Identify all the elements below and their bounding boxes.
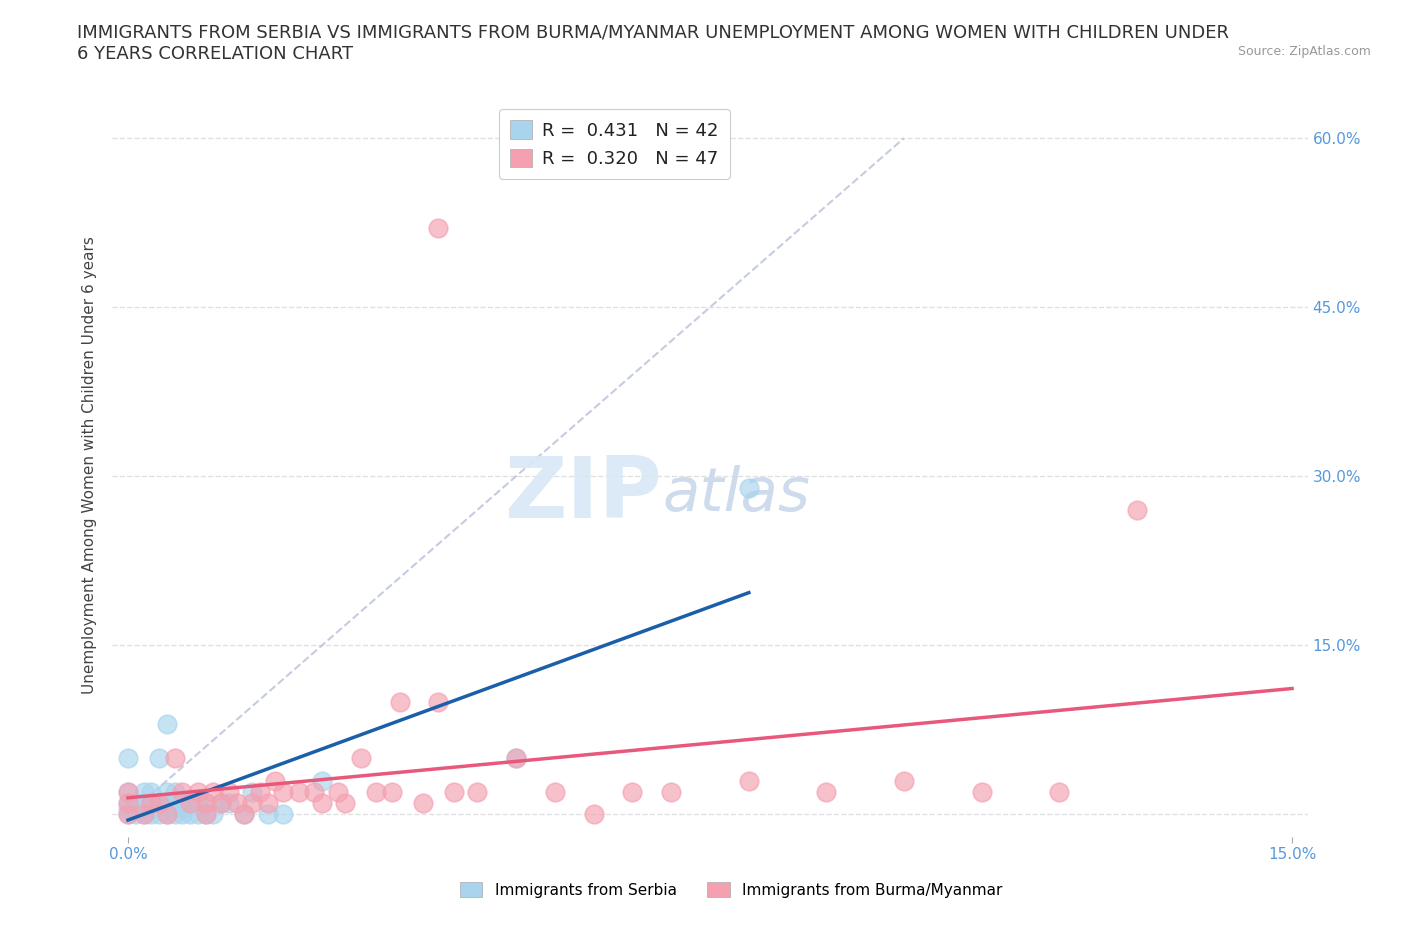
Point bbox=[582, 807, 605, 822]
Point bbox=[350, 751, 373, 765]
Legend: Immigrants from Serbia, Immigrants from Burma/Myanmar: Immigrants from Serbia, Immigrants from … bbox=[453, 875, 1010, 904]
Point bbox=[163, 796, 186, 811]
Point bbox=[194, 796, 217, 811]
Point bbox=[163, 785, 186, 800]
Point bbox=[1126, 502, 1149, 517]
Point bbox=[163, 807, 186, 822]
Point bbox=[187, 807, 209, 822]
Text: Source: ZipAtlas.com: Source: ZipAtlas.com bbox=[1237, 45, 1371, 58]
Point bbox=[156, 807, 179, 822]
Point bbox=[179, 796, 201, 811]
Point bbox=[233, 807, 256, 822]
Point bbox=[156, 785, 179, 800]
Point bbox=[218, 796, 240, 811]
Point bbox=[427, 220, 450, 235]
Text: ZIP: ZIP bbox=[505, 453, 662, 537]
Point bbox=[381, 785, 404, 800]
Point bbox=[465, 785, 488, 800]
Point bbox=[156, 807, 179, 822]
Point bbox=[621, 785, 644, 800]
Point bbox=[141, 802, 163, 817]
Point bbox=[225, 796, 247, 811]
Point bbox=[815, 785, 838, 800]
Point bbox=[412, 796, 434, 811]
Point bbox=[117, 807, 139, 822]
Point bbox=[218, 785, 240, 800]
Point bbox=[311, 773, 333, 788]
Point bbox=[970, 785, 993, 800]
Point bbox=[659, 785, 682, 800]
Point bbox=[271, 785, 294, 800]
Point bbox=[233, 807, 256, 822]
Point bbox=[172, 802, 194, 817]
Point bbox=[172, 807, 194, 822]
Point bbox=[172, 796, 194, 811]
Point bbox=[287, 785, 309, 800]
Point bbox=[148, 807, 170, 822]
Point bbox=[893, 773, 915, 788]
Point bbox=[311, 796, 333, 811]
Point bbox=[172, 785, 194, 800]
Point bbox=[163, 751, 186, 765]
Point bbox=[505, 751, 527, 765]
Point bbox=[264, 773, 287, 788]
Point bbox=[366, 785, 388, 800]
Text: atlas: atlas bbox=[662, 465, 810, 525]
Point bbox=[125, 807, 148, 822]
Point bbox=[544, 785, 567, 800]
Point bbox=[141, 807, 163, 822]
Point bbox=[209, 796, 232, 811]
Point bbox=[240, 785, 263, 800]
Point bbox=[194, 807, 217, 822]
Point bbox=[202, 807, 225, 822]
Point bbox=[194, 796, 217, 811]
Point bbox=[304, 785, 326, 800]
Point bbox=[148, 751, 170, 765]
Point bbox=[117, 785, 139, 800]
Point bbox=[132, 785, 155, 800]
Point bbox=[179, 796, 201, 811]
Point bbox=[125, 796, 148, 811]
Text: IMMIGRANTS FROM SERBIA VS IMMIGRANTS FROM BURMA/MYANMAR UNEMPLOYMENT AMONG WOMEN: IMMIGRANTS FROM SERBIA VS IMMIGRANTS FRO… bbox=[77, 23, 1229, 41]
Point bbox=[141, 796, 163, 811]
Point bbox=[443, 785, 465, 800]
Point bbox=[271, 807, 294, 822]
Point bbox=[187, 796, 209, 811]
Point bbox=[117, 785, 139, 800]
Y-axis label: Unemployment Among Women with Children Under 6 years: Unemployment Among Women with Children U… bbox=[82, 236, 97, 694]
Point bbox=[256, 807, 278, 822]
Point bbox=[117, 751, 139, 765]
Point bbox=[209, 796, 232, 811]
Point bbox=[202, 785, 225, 800]
Point bbox=[326, 785, 349, 800]
Point bbox=[148, 796, 170, 811]
Point bbox=[156, 717, 179, 732]
Point bbox=[117, 796, 139, 811]
Point bbox=[156, 796, 179, 811]
Point bbox=[132, 807, 155, 822]
Point bbox=[187, 785, 209, 800]
Point bbox=[117, 807, 139, 822]
Point bbox=[249, 785, 271, 800]
Point bbox=[335, 796, 357, 811]
Point bbox=[256, 796, 278, 811]
Point bbox=[240, 796, 263, 811]
Point bbox=[148, 796, 170, 811]
Point bbox=[117, 796, 139, 811]
Legend: R =  0.431   N = 42, R =  0.320   N = 47: R = 0.431 N = 42, R = 0.320 N = 47 bbox=[499, 110, 730, 179]
Point bbox=[141, 785, 163, 800]
Point bbox=[1047, 785, 1070, 800]
Point bbox=[738, 480, 761, 495]
Point bbox=[505, 751, 527, 765]
Point bbox=[132, 807, 155, 822]
Point bbox=[427, 695, 450, 710]
Point bbox=[738, 773, 761, 788]
Point bbox=[388, 695, 411, 710]
Point bbox=[132, 796, 155, 811]
Point bbox=[179, 807, 201, 822]
Point bbox=[117, 802, 139, 817]
Text: 6 YEARS CORRELATION CHART: 6 YEARS CORRELATION CHART bbox=[77, 45, 353, 62]
Point bbox=[194, 807, 217, 822]
